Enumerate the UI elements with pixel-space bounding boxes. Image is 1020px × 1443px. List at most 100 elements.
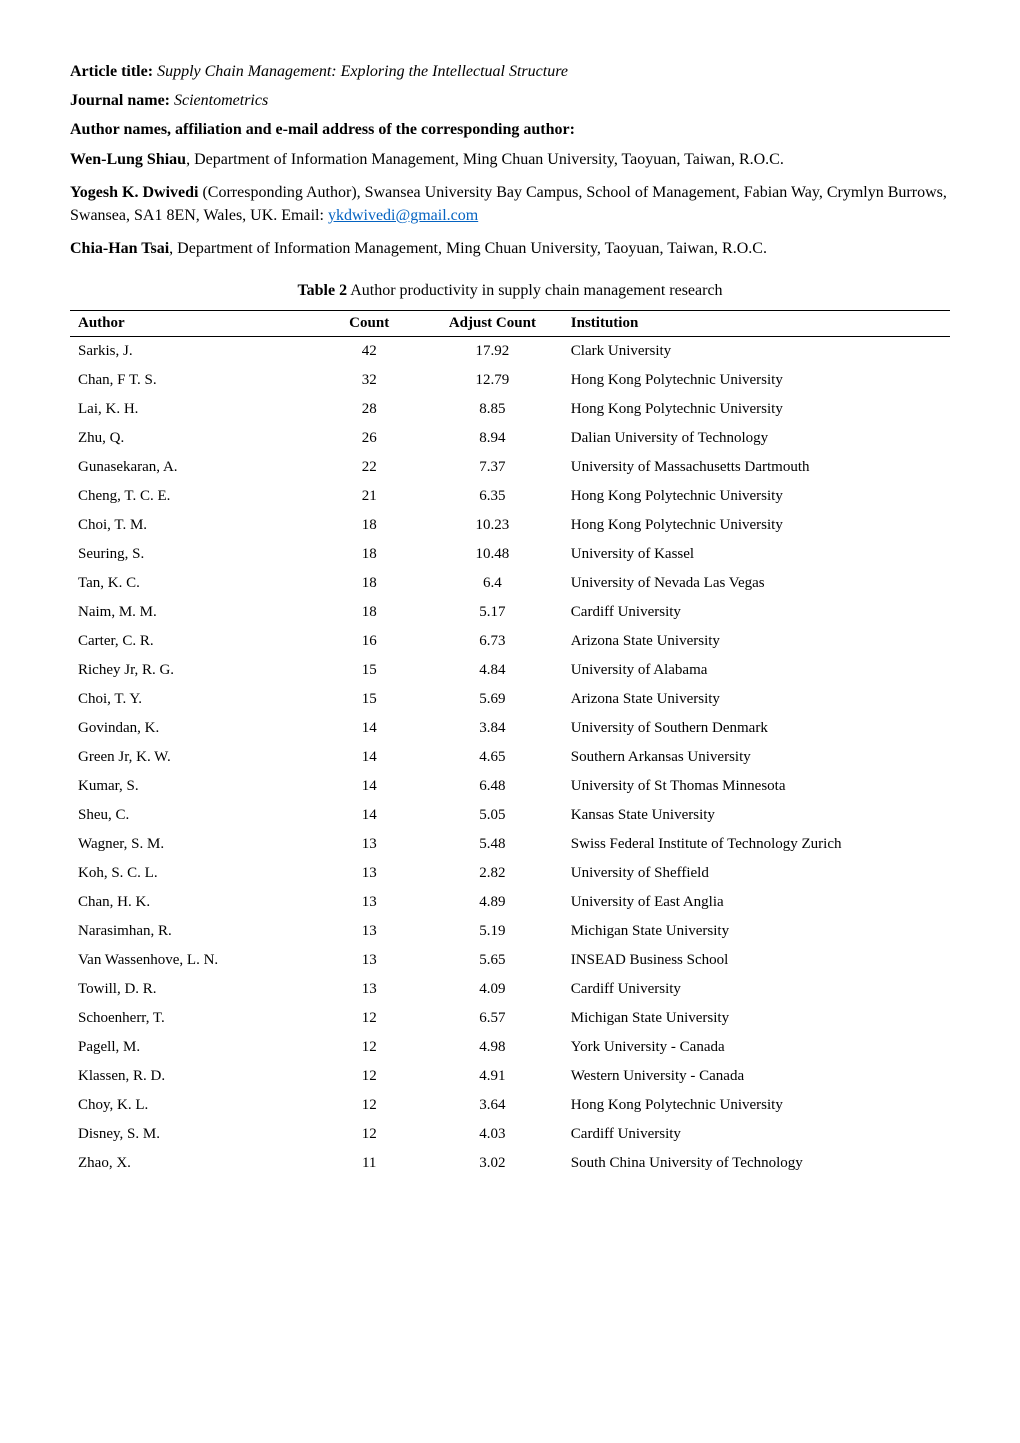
cell-count: 12 bbox=[316, 1004, 422, 1033]
cell-adj: 5.48 bbox=[422, 830, 563, 859]
cell-inst: South China University of Technology bbox=[563, 1149, 950, 1178]
cell-adj: 6.48 bbox=[422, 772, 563, 801]
cell-author: Klassen, R. D. bbox=[70, 1062, 316, 1091]
cell-adj: 2.82 bbox=[422, 859, 563, 888]
cell-inst: University of St Thomas Minnesota bbox=[563, 772, 950, 801]
table-header-row: Author Count Adjust Count Institution bbox=[70, 311, 950, 337]
journal-line: Journal name: Scientometrics bbox=[70, 89, 950, 112]
cell-author: Kumar, S. bbox=[70, 772, 316, 801]
cell-inst: Dalian University of Technology bbox=[563, 424, 950, 453]
table-caption-rest: Author productivity in supply chain mana… bbox=[347, 282, 722, 299]
journal-value: Scientometrics bbox=[174, 92, 268, 109]
cell-author: Narasimhan, R. bbox=[70, 917, 316, 946]
table-row: Sheu, C.145.05Kansas State University bbox=[70, 801, 950, 830]
cell-adj: 8.85 bbox=[422, 395, 563, 424]
cell-inst: Michigan State University bbox=[563, 917, 950, 946]
author1-name: Wen-Lung Shiau bbox=[70, 151, 186, 168]
cell-count: 21 bbox=[316, 482, 422, 511]
table-row: Wagner, S. M.135.48Swiss Federal Institu… bbox=[70, 830, 950, 859]
cell-inst: Cardiff University bbox=[563, 598, 950, 627]
cell-adj: 4.09 bbox=[422, 975, 563, 1004]
cell-adj: 6.73 bbox=[422, 627, 563, 656]
cell-inst: Michigan State University bbox=[563, 1004, 950, 1033]
table-row: Chan, F T. S.3212.79Hong Kong Polytechni… bbox=[70, 366, 950, 395]
cell-author: Choi, T. M. bbox=[70, 511, 316, 540]
author2-email-link[interactable]: ykdwivedi@gmail.com bbox=[328, 207, 478, 224]
article-title-value: Supply Chain Management: Exploring the I… bbox=[157, 63, 568, 80]
table-row: Klassen, R. D.124.91Western University -… bbox=[70, 1062, 950, 1091]
cell-count: 13 bbox=[316, 917, 422, 946]
cell-author: Chan, F T. S. bbox=[70, 366, 316, 395]
table-row: Zhu, Q.268.94Dalian University of Techno… bbox=[70, 424, 950, 453]
article-title-line: Article title: Supply Chain Management: … bbox=[70, 60, 950, 83]
author3-block: Chia-Han Tsai, Department of Information… bbox=[70, 237, 950, 260]
table-row: Kumar, S.146.48University of St Thomas M… bbox=[70, 772, 950, 801]
cell-count: 22 bbox=[316, 453, 422, 482]
cell-inst: Hong Kong Polytechnic University bbox=[563, 482, 950, 511]
cell-count: 14 bbox=[316, 801, 422, 830]
cell-count: 14 bbox=[316, 772, 422, 801]
table-row: Schoenherr, T.126.57Michigan State Unive… bbox=[70, 1004, 950, 1033]
cell-inst: University of Nevada Las Vegas bbox=[563, 569, 950, 598]
table-row: Pagell, M.124.98York University - Canada bbox=[70, 1033, 950, 1062]
cell-count: 14 bbox=[316, 743, 422, 772]
journal-label: Journal name: bbox=[70, 92, 170, 109]
cell-inst: Hong Kong Polytechnic University bbox=[563, 511, 950, 540]
cell-count: 18 bbox=[316, 540, 422, 569]
cell-author: Wagner, S. M. bbox=[70, 830, 316, 859]
cell-inst: Arizona State University bbox=[563, 685, 950, 714]
cell-count: 13 bbox=[316, 975, 422, 1004]
col-header-count: Count bbox=[316, 311, 422, 337]
author3-rest: , Department of Information Management, … bbox=[169, 240, 767, 257]
cell-count: 18 bbox=[316, 598, 422, 627]
table-row: Tan, K. C.186.4University of Nevada Las … bbox=[70, 569, 950, 598]
cell-adj: 4.65 bbox=[422, 743, 563, 772]
cell-author: Schoenherr, T. bbox=[70, 1004, 316, 1033]
cell-count: 12 bbox=[316, 1062, 422, 1091]
productivity-table: Author Count Adjust Count Institution Sa… bbox=[70, 310, 950, 1178]
col-header-adjust: Adjust Count bbox=[422, 311, 563, 337]
cell-author: Disney, S. M. bbox=[70, 1120, 316, 1149]
cell-adj: 6.4 bbox=[422, 569, 563, 598]
table-row: Govindan, K.143.84University of Southern… bbox=[70, 714, 950, 743]
author3-name: Chia-Han Tsai bbox=[70, 240, 169, 257]
author2-rest-a: (Corresponding Author), Swansea Universi… bbox=[70, 184, 947, 224]
table-row: Van Wassenhove, L. N.135.65INSEAD Busine… bbox=[70, 946, 950, 975]
cell-inst: Swiss Federal Institute of Technology Zu… bbox=[563, 830, 950, 859]
cell-count: 14 bbox=[316, 714, 422, 743]
table-row: Narasimhan, R.135.19Michigan State Unive… bbox=[70, 917, 950, 946]
cell-count: 18 bbox=[316, 569, 422, 598]
table-caption-label: Table 2 bbox=[297, 282, 347, 299]
cell-author: Green Jr, K. W. bbox=[70, 743, 316, 772]
col-header-institution: Institution bbox=[563, 311, 950, 337]
cell-count: 13 bbox=[316, 888, 422, 917]
cell-inst: University of Southern Denmark bbox=[563, 714, 950, 743]
cell-adj: 3.02 bbox=[422, 1149, 563, 1178]
cell-inst: University of East Anglia bbox=[563, 888, 950, 917]
cell-inst: Arizona State University bbox=[563, 627, 950, 656]
cell-author: Govindan, K. bbox=[70, 714, 316, 743]
cell-adj: 5.05 bbox=[422, 801, 563, 830]
author1-block: Wen-Lung Shiau, Department of Informatio… bbox=[70, 148, 950, 171]
cell-count: 28 bbox=[316, 395, 422, 424]
table-row: Zhao, X.113.02South China University of … bbox=[70, 1149, 950, 1178]
table-caption: Table 2 Author productivity in supply ch… bbox=[70, 282, 950, 300]
cell-inst: University of Massachusetts Dartmouth bbox=[563, 453, 950, 482]
cell-adj: 5.65 bbox=[422, 946, 563, 975]
cell-inst: Cardiff University bbox=[563, 975, 950, 1004]
cell-author: Van Wassenhove, L. N. bbox=[70, 946, 316, 975]
table-row: Gunasekaran, A.227.37University of Massa… bbox=[70, 453, 950, 482]
table-row: Green Jr, K. W.144.65Southern Arkansas U… bbox=[70, 743, 950, 772]
cell-author: Sarkis, J. bbox=[70, 337, 316, 367]
cell-inst: Hong Kong Polytechnic University bbox=[563, 395, 950, 424]
table-row: Naim, M. M.185.17Cardiff University bbox=[70, 598, 950, 627]
author2-block: Yogesh K. Dwivedi (Corresponding Author)… bbox=[70, 181, 950, 227]
cell-author: Koh, S. C. L. bbox=[70, 859, 316, 888]
cell-author: Naim, M. M. bbox=[70, 598, 316, 627]
cell-count: 32 bbox=[316, 366, 422, 395]
cell-count: 13 bbox=[316, 830, 422, 859]
cell-adj: 4.98 bbox=[422, 1033, 563, 1062]
cell-author: Seuring, S. bbox=[70, 540, 316, 569]
table-row: Choy, K. L.123.64Hong Kong Polytechnic U… bbox=[70, 1091, 950, 1120]
cell-adj: 5.19 bbox=[422, 917, 563, 946]
